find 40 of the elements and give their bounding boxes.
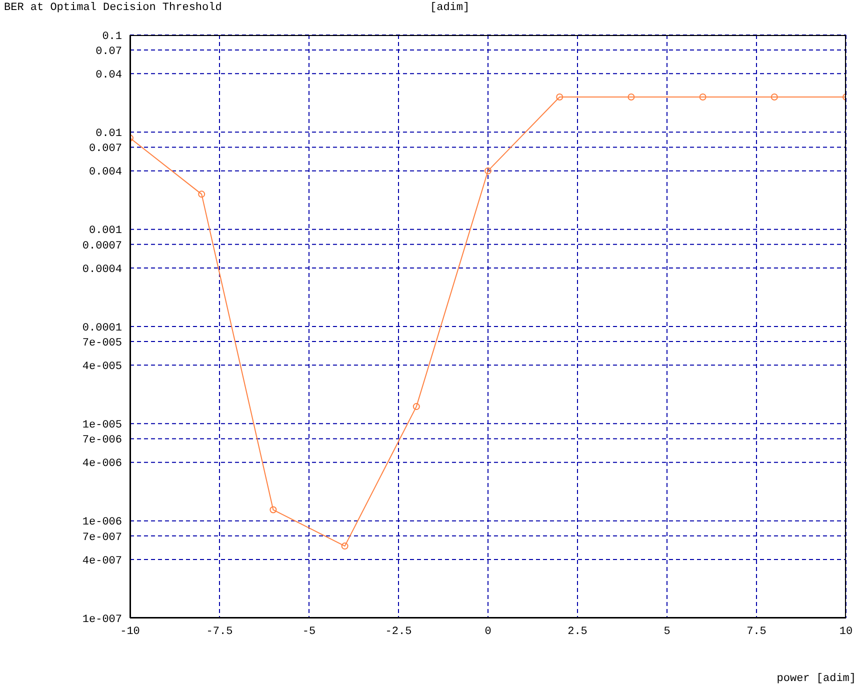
- y-tick-label: 0.0004: [82, 264, 122, 276]
- point: [699, 94, 706, 101]
- y-tick-label: 4e-005: [82, 361, 122, 374]
- y-tick-label: 7e-006: [82, 434, 122, 447]
- y-tick-label: 0.004: [88, 166, 122, 179]
- point: [556, 94, 564, 101]
- x-tick-label: -10: [120, 626, 140, 638]
- point: [270, 506, 277, 514]
- y-tick-label: 0.0007: [82, 240, 122, 252]
- chart-title: BER at Optimal Decision Threshold: [4, 2, 222, 14]
- y-tick-label: 0.007: [88, 143, 122, 156]
- y-tick-label: 7e-007: [82, 532, 122, 544]
- point: [628, 94, 635, 101]
- y-tick-label: 0.07: [96, 46, 122, 58]
- y-tick-label: 0.001: [88, 225, 122, 238]
- point: [770, 94, 778, 101]
- x-axis-title: power [adim]: [776, 673, 856, 685]
- x-tick-label: 5: [664, 626, 670, 638]
- y-tick-label: 0.1: [102, 30, 122, 43]
- y-tick-label: 0.0001: [82, 322, 122, 334]
- y-tick-label: 1e-006: [82, 516, 122, 529]
- point: [412, 403, 420, 410]
- point: [484, 167, 492, 174]
- y-tick-label: 4e-007: [82, 555, 122, 568]
- x-tick-label: -7.5: [206, 626, 233, 638]
- y-tick-label: 4e-006: [82, 458, 122, 470]
- x-tick-label: -2.5: [385, 626, 412, 638]
- y-tick-label: 0.01: [96, 128, 122, 140]
- y-tick-label: 0.04: [96, 70, 122, 82]
- x-tick-label: 10: [839, 626, 853, 638]
- y-tick-label: 1e-005: [82, 420, 122, 432]
- point: [341, 542, 348, 550]
- point: [198, 190, 206, 198]
- x-tick-label: 7.5: [746, 626, 766, 638]
- x-tick-label: 2.5: [568, 626, 588, 638]
- x-tick-label: 0: [484, 626, 492, 638]
- y-axis-title: [adim]: [430, 2, 470, 14]
- x-tick-label: -5: [302, 626, 316, 638]
- y-tick-label: 1e-007: [82, 614, 122, 626]
- y-tick-label: 7e-005: [82, 337, 122, 350]
